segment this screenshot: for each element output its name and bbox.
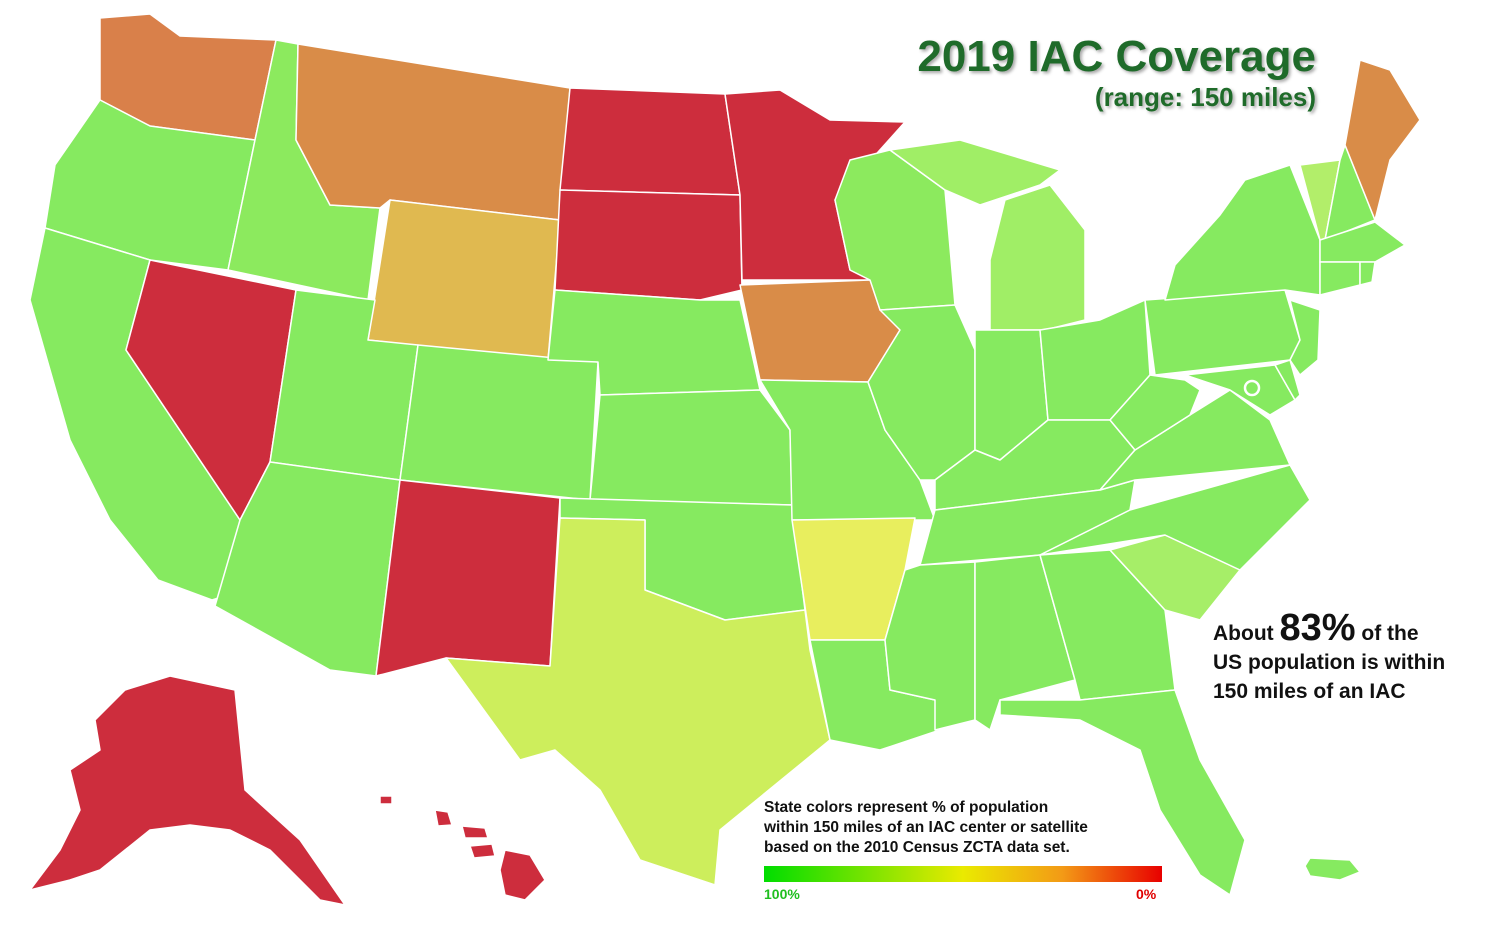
state-maryland	[1184, 364, 1296, 416]
state-michigan-upper	[889, 139, 1061, 206]
legend-line2: within 150 miles of an IAC center or sat…	[764, 819, 1088, 836]
coverage-callout: About 83% of the US population is within…	[1213, 609, 1483, 706]
state-pennsylvania	[1144, 289, 1301, 376]
territory-puerto-rico	[1304, 857, 1361, 881]
state-wyoming	[367, 199, 561, 361]
state-oregon	[44, 99, 256, 271]
state-south-dakota	[554, 189, 743, 301]
state-south-carolina	[1109, 534, 1241, 621]
map-title-block: 2019 IAC Coverage (range: 150 miles)	[917, 32, 1316, 112]
state-rhode-island	[1359, 261, 1376, 286]
state-illinois	[867, 304, 976, 481]
callout-percent: 83%	[1279, 607, 1356, 649]
map-title: 2019 IAC Coverage	[917, 32, 1316, 81]
state-connecticut	[1319, 261, 1361, 296]
state-new-jersey	[1289, 299, 1321, 376]
callout-prefix: About	[1213, 622, 1280, 645]
state-florida	[999, 689, 1246, 896]
state-new-york	[1164, 164, 1321, 301]
state-alaska	[29, 675, 346, 906]
state-kansas	[589, 389, 793, 506]
legend-max-label: 0%	[1136, 886, 1157, 902]
state-maine	[1344, 59, 1421, 221]
state-new-mexico	[375, 479, 561, 677]
state-hawaii-islands	[379, 795, 496, 859]
state-montana	[295, 43, 571, 221]
map-subtitle: (range: 150 miles)	[1094, 82, 1316, 112]
state-west-virginia	[1109, 374, 1201, 451]
legend-description: State colors represent % of population w…	[764, 798, 1184, 858]
legend-line1: State colors represent % of population	[764, 799, 1049, 816]
legend-min-label: 100%	[764, 886, 800, 902]
callout-line3: 150 miles of an IAC	[1213, 680, 1406, 703]
callout-suffix: of the	[1355, 622, 1419, 645]
state-delaware	[1274, 359, 1301, 401]
state-colorado	[399, 344, 599, 501]
state-michigan	[989, 184, 1086, 331]
state-hawaii	[499, 849, 546, 901]
state-north-dakota	[559, 87, 741, 196]
legend-color-scale	[764, 866, 1162, 882]
state-massachusetts	[1319, 221, 1406, 263]
legend-line3: based on the 2010 Census ZCTA data set.	[764, 839, 1070, 856]
state-texas	[445, 517, 831, 886]
callout-line2: US population is within	[1213, 651, 1446, 674]
washington-dc-marker	[1243, 379, 1261, 397]
